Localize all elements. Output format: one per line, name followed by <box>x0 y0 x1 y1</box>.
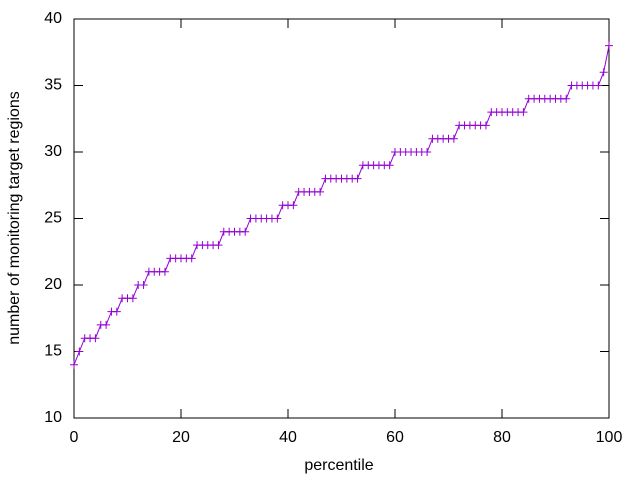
data-point <box>273 214 282 223</box>
data-point <box>128 294 137 303</box>
data-point <box>449 134 458 143</box>
data-point <box>519 108 528 117</box>
data-point <box>241 227 250 236</box>
data-point <box>160 267 169 276</box>
plot-border <box>73 18 610 419</box>
data-point <box>70 360 78 369</box>
y-tick-label: 25 <box>44 210 62 227</box>
x-tick-label: 0 <box>70 429 79 446</box>
data-point <box>289 201 298 210</box>
data-point <box>385 161 394 170</box>
data-point <box>91 334 100 343</box>
y-tick-label: 15 <box>44 343 62 360</box>
data-point <box>112 307 121 316</box>
data-point <box>214 241 223 250</box>
x-tick-label: 40 <box>279 429 297 446</box>
x-tick-label: 100 <box>596 429 623 446</box>
x-tick-label: 60 <box>386 429 404 446</box>
data-point <box>481 121 490 130</box>
data-point <box>316 187 325 196</box>
y-tick-label: 40 <box>44 10 62 27</box>
x-axis-label: percentile <box>304 457 373 474</box>
data-point <box>599 68 608 77</box>
data-point <box>187 254 196 263</box>
data-point <box>562 94 571 103</box>
data-point <box>75 347 84 356</box>
y-axis-label: number of monitoring target regions <box>6 91 23 344</box>
data-point <box>139 281 148 289</box>
data-point <box>594 81 603 90</box>
x-tick-label: 80 <box>493 429 511 446</box>
data-point <box>353 174 362 183</box>
y-tick-label: 30 <box>44 143 62 160</box>
data-point <box>423 148 432 156</box>
y-tick-label: 20 <box>44 276 62 293</box>
data-line <box>73 45 610 365</box>
y-tick-label: 35 <box>44 77 62 94</box>
data-point <box>102 320 111 329</box>
x-tick-label: 20 <box>172 429 190 446</box>
data-point <box>605 41 613 50</box>
y-tick-label: 10 <box>44 409 62 426</box>
